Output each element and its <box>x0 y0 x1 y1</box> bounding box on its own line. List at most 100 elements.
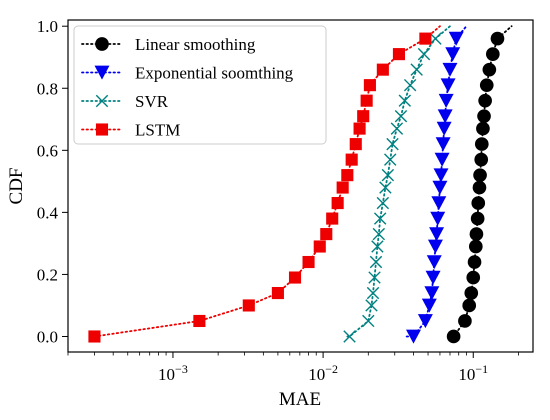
point-exponential-soomthing-9 <box>431 196 447 211</box>
point-svr-7 <box>372 227 386 241</box>
axes-frame <box>67 19 534 353</box>
point-lstm-12 <box>345 153 358 166</box>
x-tick-label-neg3: 10−3 <box>158 362 188 384</box>
x-tick-label-neg1: 10−1 <box>458 362 488 384</box>
point-svr-4 <box>368 271 381 284</box>
y-tick-label-0-0: 0.0 <box>37 327 58 346</box>
plot-area <box>88 25 513 344</box>
point-linear-smoothing-9 <box>471 196 486 210</box>
point-lstm-2 <box>242 299 255 312</box>
x-tick-label-neg2: 10−2 <box>308 362 338 384</box>
point-linear-smoothing-15 <box>477 109 491 124</box>
y-tick-label-0-8: 0.8 <box>37 79 58 98</box>
point-linear-smoothing-1 <box>458 314 472 328</box>
point-lstm-19 <box>392 48 405 61</box>
point-svr-9 <box>376 196 390 210</box>
point-linear-smoothing-0 <box>446 329 461 344</box>
point-svr-6 <box>371 240 384 253</box>
point-svr-19 <box>417 47 431 61</box>
legend: Linear smoothing Exponential soomthing SVR… <box>73 25 327 145</box>
point-exponential-soomthing-6 <box>427 239 443 254</box>
point-exponential-soomthing-18 <box>442 62 458 77</box>
point-linear-smoothing-13 <box>474 137 489 151</box>
series-linear-smoothing <box>446 25 513 344</box>
point-lstm-17 <box>363 79 376 92</box>
point-svr-1 <box>362 314 375 328</box>
legend-label-lstm: LSTM <box>135 121 180 140</box>
point-linear-smoothing-8 <box>470 211 485 226</box>
y-axis-ticks: 0.0 0.2 0.4 0.6 0.8 1.0 <box>37 17 68 346</box>
point-lstm-0 <box>88 330 101 343</box>
point-exponential-soomthing-0 <box>406 329 421 344</box>
point-lstm-5 <box>302 255 315 269</box>
point-exponential-soomthing-3 <box>424 286 440 301</box>
point-exponential-soomthing-12 <box>434 152 450 167</box>
point-exponential-soomthing-13 <box>435 137 451 152</box>
point-exponential-soomthing-8 <box>430 211 446 226</box>
series-exponential-soomthing <box>405 25 468 344</box>
point-svr-14 <box>390 122 404 135</box>
legend-box <box>73 25 327 145</box>
point-svr-18 <box>410 63 423 76</box>
y-tick-label-0-6: 0.6 <box>37 141 58 160</box>
legend-item-exponential-soomthing: Exponential soomthing <box>81 64 294 83</box>
point-svr-15 <box>394 109 408 123</box>
point-svr-12 <box>384 153 397 166</box>
point-lstm-8 <box>326 212 339 225</box>
x-axis-ticks: 10−3 10−2 10−1 <box>67 352 519 384</box>
legend-label-linear-smoothing: Linear smoothing <box>135 35 256 54</box>
point-lstm-9 <box>331 197 344 210</box>
point-exponential-soomthing-16 <box>438 93 454 108</box>
point-svr-0 <box>343 330 356 343</box>
point-svr-2 <box>365 299 378 312</box>
y-axis-label: CDF <box>6 168 27 205</box>
legend-marker-svr <box>95 94 109 108</box>
point-linear-smoothing-19 <box>485 47 500 61</box>
point-lstm-16 <box>360 94 373 107</box>
y-tick-label-0-2: 0.2 <box>37 265 58 284</box>
legend-label-svr: SVR <box>135 92 169 111</box>
legend-item-linear-smoothing: Linear smoothing <box>81 35 256 54</box>
point-lstm-20 <box>419 32 432 45</box>
series-lstm <box>88 25 441 343</box>
legend-item-svr: SVR <box>81 92 169 111</box>
point-lstm-1 <box>193 314 206 328</box>
legend-marker-exponential-soomthing <box>94 65 110 80</box>
legend-marker-linear-smoothing <box>95 37 109 51</box>
point-lstm-13 <box>349 138 362 151</box>
point-lstm-7 <box>320 228 333 241</box>
point-lstm-18 <box>376 63 389 76</box>
point-linear-smoothing-10 <box>472 180 487 195</box>
point-lstm-15 <box>357 110 370 123</box>
point-exponential-soomthing-11 <box>433 168 449 183</box>
point-exponential-soomthing-4 <box>425 270 441 285</box>
point-lstm-6 <box>313 240 326 253</box>
y-tick-label-0-4: 0.4 <box>37 203 59 222</box>
point-linear-smoothing-5 <box>467 255 482 269</box>
point-svr-11 <box>381 168 395 182</box>
point-svr-5 <box>369 255 383 269</box>
legend-item-lstm: LSTM <box>81 121 180 140</box>
point-exponential-soomthing-14 <box>436 121 452 136</box>
point-linear-smoothing-6 <box>468 239 483 254</box>
series-svr <box>343 25 451 343</box>
point-linear-smoothing-7 <box>469 227 484 241</box>
point-lstm-14 <box>353 122 366 135</box>
point-exponential-soomthing-2 <box>421 298 437 313</box>
point-linear-smoothing-12 <box>474 152 489 167</box>
legend-marker-lstm <box>95 123 109 136</box>
series-layer <box>88 25 513 344</box>
point-exponential-soomthing-7 <box>429 227 445 242</box>
point-svr-10 <box>379 181 392 194</box>
point-exponential-soomthing-20 <box>448 31 464 46</box>
point-linear-smoothing-20 <box>490 31 505 46</box>
point-exponential-soomthing-19 <box>445 47 461 62</box>
point-lstm-11 <box>341 169 354 182</box>
point-linear-smoothing-11 <box>473 168 487 182</box>
point-svr-16 <box>398 94 412 107</box>
point-lstm-4 <box>288 271 302 284</box>
series-line-lstm <box>93 25 441 338</box>
point-linear-smoothing-16 <box>478 93 492 108</box>
point-exponential-soomthing-1 <box>417 314 433 329</box>
